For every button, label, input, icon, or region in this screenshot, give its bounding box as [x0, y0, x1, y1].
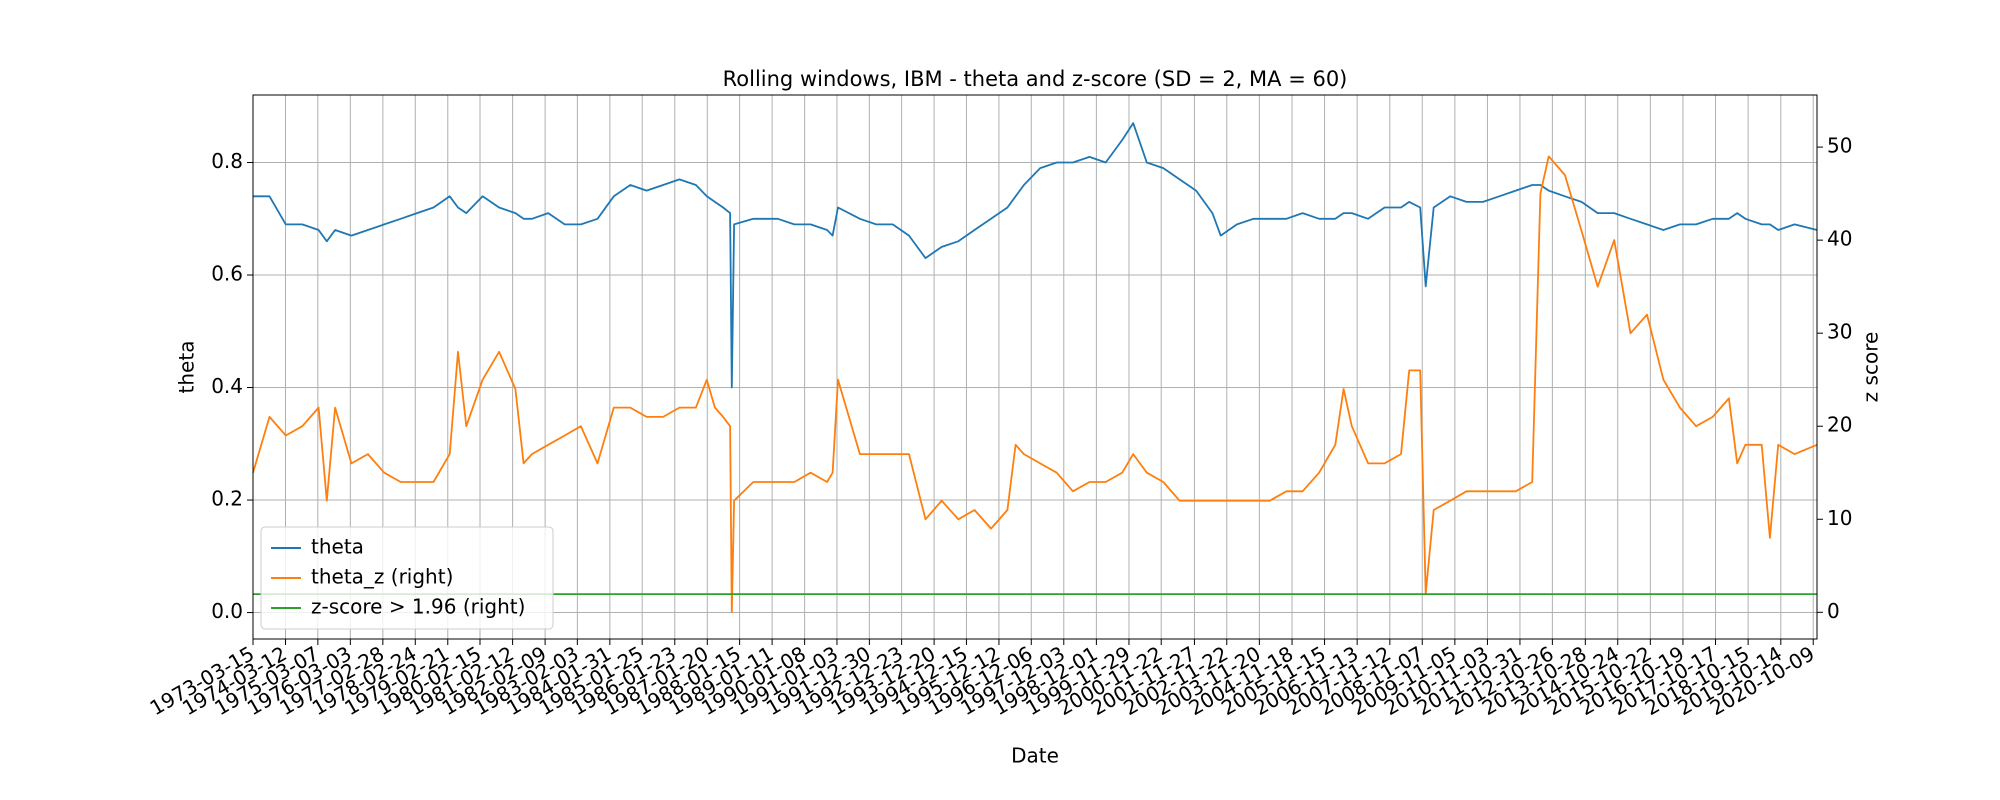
y-axis-label: theta	[175, 341, 199, 394]
y2-axis-label: z score	[1859, 332, 1883, 403]
y-tick-label: 0.8	[211, 149, 243, 173]
legend-label: theta	[311, 535, 364, 559]
y-tick-label: 0.2	[211, 487, 243, 511]
x-axis-label: Date	[1011, 744, 1059, 768]
y2-tick-label: 50	[1827, 134, 1852, 158]
y-tick-label: 0.4	[211, 374, 243, 398]
series-line	[252, 155, 1818, 614]
legend-label: theta_z (right)	[311, 565, 453, 589]
chart-title: Rolling windows, IBM - theta and z-score…	[723, 67, 1348, 91]
y2-tick-label: 30	[1827, 320, 1852, 344]
y-tick-label: 0.0	[211, 599, 243, 623]
y2-tick-label: 20	[1827, 413, 1852, 437]
legend-label: z-score > 1.96 (right)	[311, 595, 525, 619]
y2-tick-label: 40	[1827, 227, 1852, 251]
y2-tick-label: 10	[1827, 506, 1852, 530]
y2-tick-label: 0	[1827, 599, 1840, 623]
legend-box	[260, 526, 554, 630]
series-line	[253, 122, 1818, 389]
plot-frame	[252, 94, 1818, 640]
y-tick-label: 0.6	[211, 262, 243, 286]
